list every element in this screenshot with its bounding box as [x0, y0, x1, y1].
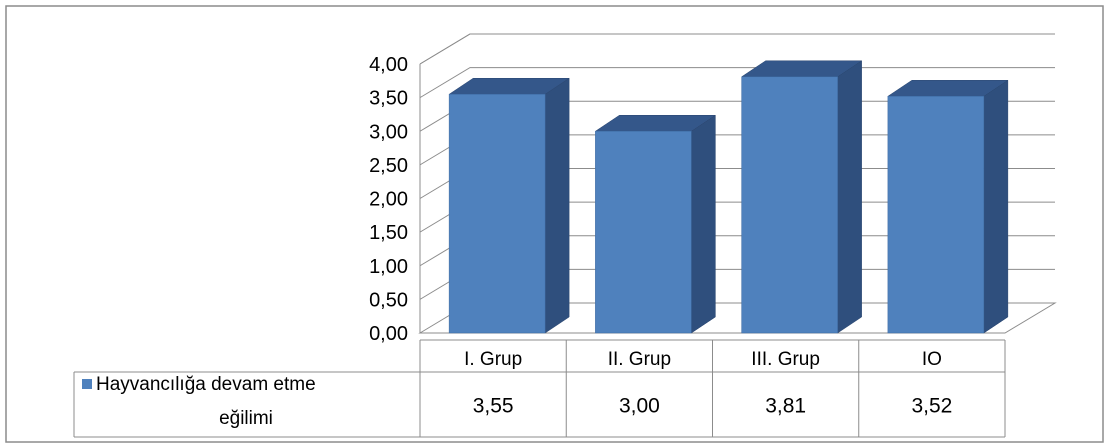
y-tick-label: 0,00: [369, 323, 408, 345]
bar: [448, 77, 570, 334]
y-tick-label: 4,00: [369, 54, 408, 76]
y-tick-label: 3,00: [369, 121, 408, 143]
bar-side: [837, 60, 862, 334]
bar-front: [595, 131, 692, 334]
bar-front: [741, 76, 838, 334]
y-tick-label: 1,00: [369, 256, 408, 278]
bar: [594, 114, 717, 334]
back-wall-top-edge: [419, 33, 1055, 65]
category-label: II. Grup: [608, 349, 671, 370]
category-label: IO: [922, 349, 942, 370]
bar-front: [887, 96, 985, 334]
y-tick-label: 0,50: [369, 289, 408, 311]
bar-side: [983, 79, 1009, 334]
legend-key: [82, 379, 92, 389]
bar-front: [448, 94, 546, 334]
data-value-label: 3,55: [473, 395, 514, 418]
bar-side: [691, 114, 716, 334]
category-label: I. Grup: [464, 349, 522, 370]
data-value-label: 3,81: [765, 395, 806, 418]
bars: [448, 60, 1009, 334]
y-tick-label: 1,50: [369, 222, 408, 244]
data-value-label: 3,00: [619, 395, 660, 418]
y-tick-label: 2,50: [369, 155, 408, 177]
y-tick-label: 2,00: [369, 189, 408, 211]
bar: [887, 79, 1009, 334]
series-name-line: eğilimi: [219, 408, 273, 429]
category-label: III. Grup: [751, 349, 820, 370]
y-axis-tick-labels: 0,00 0,50 1,00 1,50 2,00 2,50 3,00 3,50 4,00: [369, 54, 408, 345]
y-tick-label: 3,50: [369, 88, 408, 110]
data-table: I. Grup 3,55 II. Grup 3,00 III. Grup 3,81 IO 3,…: [73, 339, 1006, 438]
bar-side: [544, 77, 570, 334]
bar: [740, 60, 863, 334]
series-name-line: Hayvancılığa devam etme: [96, 374, 316, 395]
data-value-label: 3,52: [911, 395, 952, 418]
